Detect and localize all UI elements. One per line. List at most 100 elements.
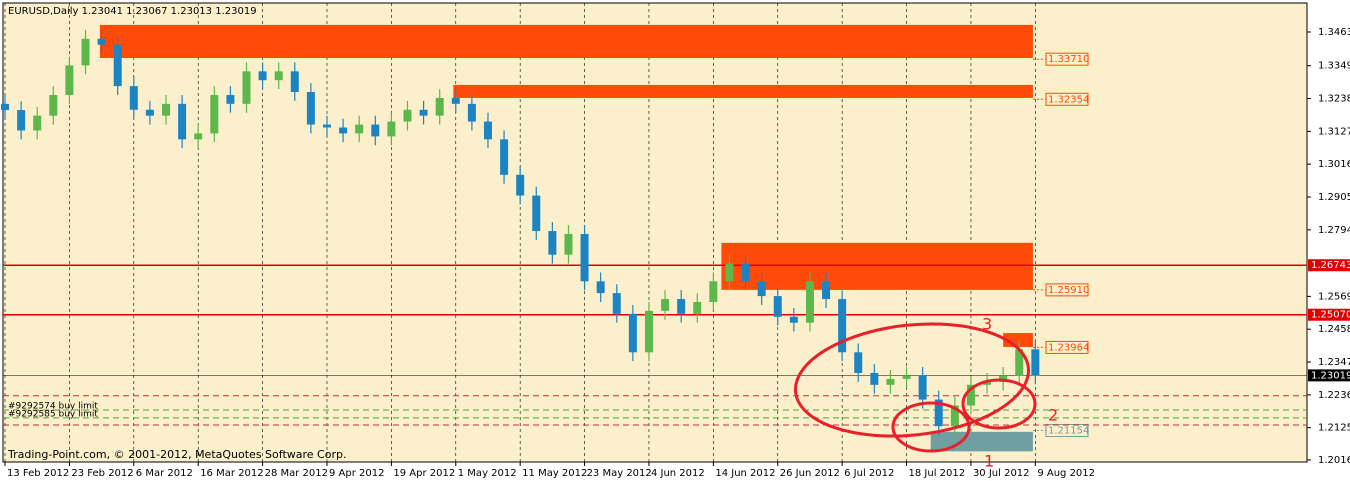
y-tick-label: 1.20160 <box>1318 455 1350 466</box>
candle-body <box>983 381 992 385</box>
candle-body <box>1 103 10 111</box>
candle-body <box>322 124 331 128</box>
candle-body <box>226 94 235 104</box>
candle-body <box>789 316 798 323</box>
candle-body <box>258 71 267 81</box>
candle-body <box>178 103 187 140</box>
ellipse <box>961 378 1037 430</box>
x-tick-label: 1 May 2012 <box>458 468 517 479</box>
candle-body <box>65 65 74 95</box>
zone <box>99 24 1033 59</box>
candle-body <box>966 384 975 406</box>
candle-body <box>500 139 509 175</box>
candle-body <box>403 109 412 122</box>
y-tick-label: 1.25690 <box>1318 291 1350 302</box>
x-tick-label: 16 Mar 2012 <box>200 468 263 479</box>
candle-body <box>339 127 348 134</box>
x-tick-label: 11 May 2012 <box>522 468 587 479</box>
candle-body <box>451 97 460 104</box>
candle-body <box>564 233 573 255</box>
candle-body <box>162 103 170 116</box>
annotation-shapes <box>793 322 1037 453</box>
candle-body <box>644 310 653 353</box>
candle-body <box>741 263 750 282</box>
candle-body <box>773 296 782 317</box>
candle-body <box>805 281 814 323</box>
x-tick-label: 23 Feb 2012 <box>71 468 133 479</box>
candle-body <box>854 352 863 373</box>
candle-body <box>886 378 895 385</box>
annotation-number: 1 <box>984 452 994 471</box>
zone-label-box <box>1045 283 1089 297</box>
y-tick-label: 1.27940 <box>1318 225 1350 236</box>
price-label: 1.23019 <box>1311 370 1350 381</box>
y-tick-label: 1.24580 <box>1318 324 1350 335</box>
x-tick-label: 19 Apr 2012 <box>393 468 455 479</box>
annotation-number: 2 <box>1048 406 1058 425</box>
zone-label: 1.32354 <box>1048 94 1089 105</box>
candle-body <box>355 124 364 134</box>
zone <box>453 84 1033 98</box>
candle-body <box>628 313 637 353</box>
candle-body <box>1015 349 1024 376</box>
zone-label-box <box>1045 92 1089 106</box>
price-label-box <box>1308 259 1350 272</box>
x-tick-label: 23 May 2012 <box>587 468 652 479</box>
candle-body <box>194 133 203 140</box>
x-tick-label: 30 Jul 2012 <box>973 468 1030 479</box>
y-tick-label: 1.33490 <box>1318 61 1350 72</box>
candle-body <box>33 115 42 131</box>
candle-body <box>81 38 90 66</box>
candle-body <box>387 121 396 137</box>
zone-label: 1.21154 <box>1048 426 1089 437</box>
y-tick-label: 1.21250 <box>1318 423 1350 434</box>
price-label-box <box>1308 369 1350 382</box>
candle-body <box>693 302 702 314</box>
x-tick-label: 28 Mar 2012 <box>265 468 328 479</box>
price-label-box <box>1308 308 1350 321</box>
y-tick-label: 1.34630 <box>1318 27 1350 38</box>
x-tick-label: 6 Jul 2012 <box>844 468 894 479</box>
candle-body <box>17 110 26 131</box>
x-tick-label: 4 Jun 2012 <box>651 468 705 479</box>
candle-body <box>950 405 959 427</box>
zone <box>721 242 1033 290</box>
candle-body <box>838 299 847 353</box>
annotation-number: 3 <box>982 315 992 334</box>
candle-body <box>822 281 831 300</box>
zone-label: 1.25910 <box>1048 285 1089 296</box>
x-tick-label: 26 Jun 2012 <box>780 468 840 479</box>
candle-body <box>435 97 444 116</box>
ellipse <box>891 401 971 453</box>
candle-body <box>129 86 138 110</box>
order-label: #9292574 buy limit <box>8 401 98 411</box>
y-tick-label: 1.29050 <box>1318 192 1350 203</box>
candle-body <box>1031 349 1040 376</box>
footer: Trading-Point.com, © 2001-2012, MetaQuot… <box>7 448 346 461</box>
plot-area <box>2 2 1308 463</box>
zone-label-box <box>1045 52 1089 66</box>
plot-layer: 1.33710 1.32354 1.25910 1.23964 1.21154 #9292… <box>1 3 1307 462</box>
y-tick-label: 1.31270 <box>1318 126 1350 137</box>
price-label: 1.25070 <box>1311 310 1350 321</box>
candle-body <box>371 124 380 137</box>
candle-body <box>210 94 219 134</box>
candle-body <box>242 71 251 104</box>
x-tick-label: 9 Apr 2012 <box>329 468 384 479</box>
x-tick-label: 14 Jun 2012 <box>715 468 775 479</box>
candle-body <box>918 375 927 400</box>
price-label: 1.26743 <box>1311 260 1350 271</box>
x-tick-label: 18 Jul 2012 <box>909 468 966 479</box>
candle-body <box>113 44 122 87</box>
y-tick-label: 1.30160 <box>1318 159 1350 170</box>
candle-body <box>97 38 106 45</box>
candle-body <box>677 299 686 314</box>
ellipse <box>793 322 1031 438</box>
candle-body <box>934 399 943 427</box>
candle-body <box>580 233 589 282</box>
x-tick-label: 6 Mar 2012 <box>136 468 193 479</box>
candle-body <box>49 94 58 116</box>
x-tick-label: 13 Feb 2012 <box>7 468 69 479</box>
